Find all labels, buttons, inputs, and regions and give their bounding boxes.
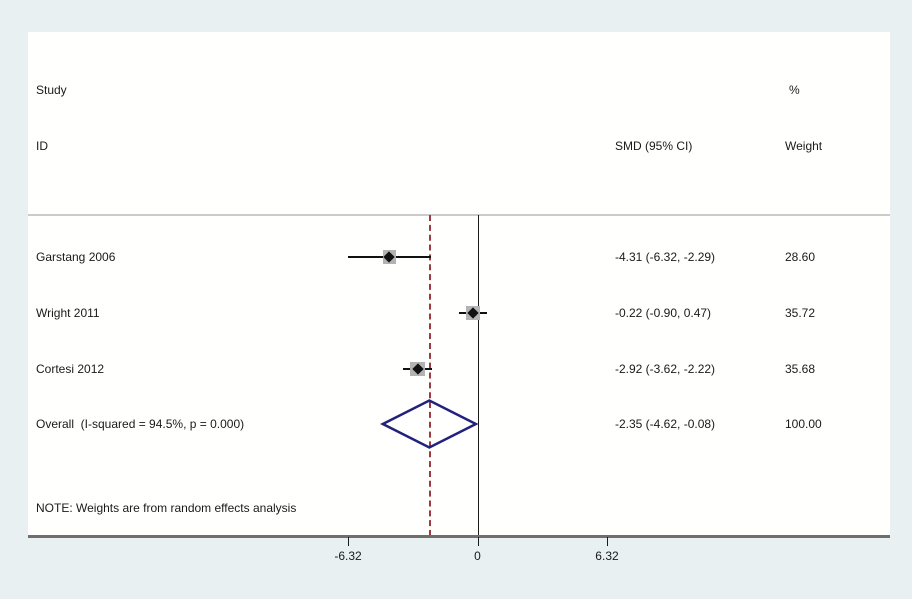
column-header-id: ID (36, 139, 48, 153)
overall-estimate-dashed-line (429, 215, 432, 536)
column-header-weight: Weight (785, 139, 823, 153)
study-label: Wright 2011 (36, 306, 100, 320)
plot-area (28, 32, 890, 536)
study-label: Garstang 2006 (36, 250, 116, 264)
column-header-study: Study (36, 83, 67, 97)
overall-label: Overall (I-squared = 94.5%, p = 0.000) (36, 417, 245, 431)
x-axis-tick-label: -6.32 (334, 549, 362, 563)
x-axis-tick-mark (477, 537, 479, 546)
note-text: NOTE: Weights are from random effects an… (36, 501, 297, 515)
x-axis-tick-label: 0 (474, 549, 481, 563)
smd-ci-value: -2.92 (-3.62, -2.22) (615, 362, 716, 376)
weight-value: 35.68 (785, 362, 816, 376)
smd-ci-value: -4.31 (-6.32, -2.29) (615, 250, 716, 264)
weight-value: 28.60 (785, 250, 816, 264)
x-axis-tick-mark (606, 537, 608, 546)
smd-ci-value: -0.22 (-0.90, 0.47) (615, 306, 712, 320)
overall-weight-value: 100.00 (785, 417, 822, 431)
x-axis-tick-mark (348, 537, 349, 546)
header-divider-line (28, 214, 890, 216)
x-axis-tick-label: 6.32 (595, 549, 619, 563)
overall-smd-value: -2.35 (-4.62, -0.08) (615, 417, 716, 431)
column-header-percent: % (789, 83, 800, 97)
weight-value: 35.72 (785, 306, 816, 320)
study-label: Cortesi 2012 (36, 362, 105, 376)
null-effect-line (477, 215, 479, 536)
x-axis-line (28, 535, 890, 538)
column-header-smd: SMD (95% CI) (615, 139, 693, 153)
